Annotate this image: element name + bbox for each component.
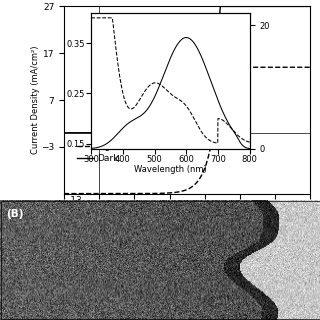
Dark (62, 131, 66, 135)
Dark (259, 4, 263, 8)
Dark (87, 131, 91, 135)
Light (87, 192, 91, 196)
Dark (232, 4, 236, 8)
Light (259, 65, 263, 69)
Text: -13: -13 (68, 196, 82, 205)
X-axis label: Voltage (V): Voltage (V) (160, 214, 214, 224)
X-axis label: Wavelength (nm): Wavelength (nm) (134, 165, 207, 174)
Dark (254, 4, 258, 8)
Light (62, 192, 66, 196)
Legend: Light, Dark: Light, Dark (74, 139, 123, 166)
Dark (308, 4, 312, 8)
Line: Light: Light (64, 67, 310, 194)
Y-axis label: Current Density (mA/cm²): Current Density (mA/cm²) (31, 46, 40, 154)
Light (232, 65, 236, 69)
Dark (162, 131, 165, 134)
Dark (219, 4, 222, 8)
Line: Dark: Dark (64, 6, 310, 133)
Text: (B): (B) (6, 209, 24, 219)
Light (162, 191, 165, 195)
Light (219, 65, 222, 69)
Dark (171, 130, 174, 134)
Light (254, 65, 258, 69)
Light (308, 65, 312, 69)
Light (171, 191, 174, 195)
